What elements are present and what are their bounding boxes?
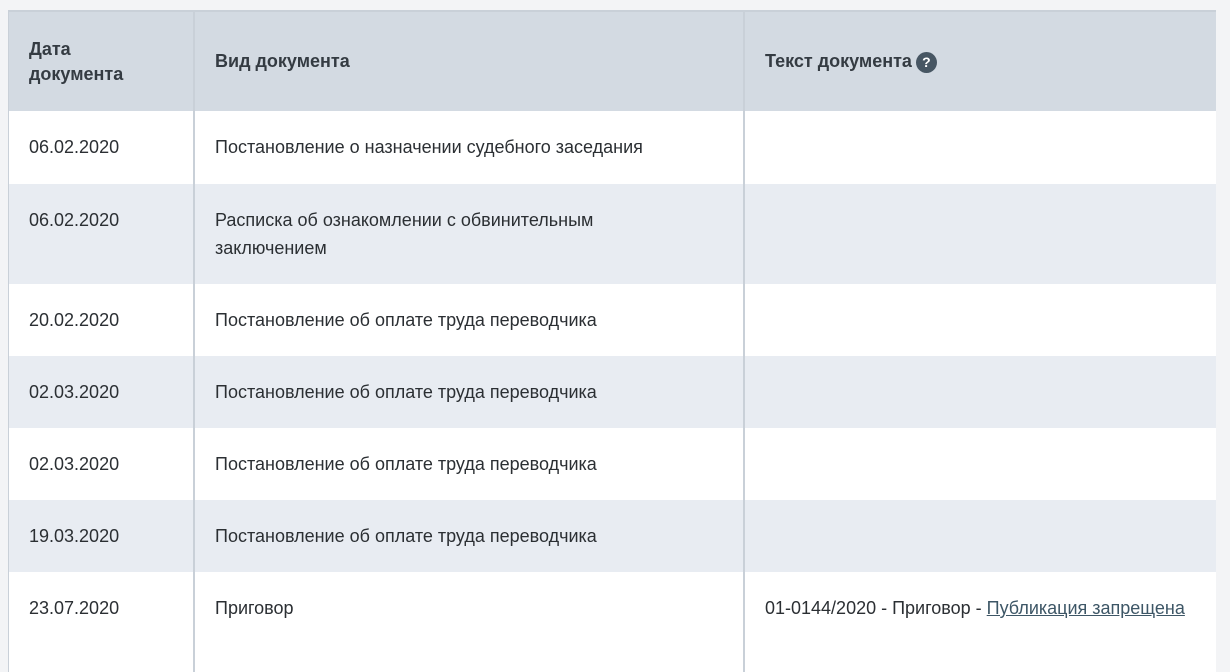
table-row: 06.02.2020 Постановление о назначении суд… (9, 111, 1216, 184)
date-cell: 23.07.2020 (29, 598, 120, 618)
help-icon[interactable]: ? (915, 51, 937, 73)
table-header: Дата документа Вид документа Текст докум… (9, 12, 1216, 111)
table-row: 06.02.2020 Расписка об ознакомлении с обв… (9, 184, 1216, 284)
date-cell: 02.03.2020 (9, 356, 194, 428)
documents-table: Дата документа Вид документа Текст докум… (8, 10, 1216, 672)
table-row: 02.03.2020 Постановление об оплате труда … (9, 428, 1216, 500)
text-cell (743, 356, 1216, 428)
type-cell: Постановление об оплате труда переводчик… (193, 356, 744, 428)
type-cell: Постановление об оплате труда переводчик… (193, 284, 744, 356)
text-cell (743, 111, 1216, 184)
header-text: Текст документа? (743, 12, 1216, 111)
text-cell (743, 184, 1216, 284)
date-cell: 19.03.2020 (9, 500, 194, 572)
type-cell: Приговор (193, 572, 744, 672)
document-text: 01-0144/2020 - Приговор - (765, 598, 987, 618)
type-cell: Постановление о назначении судебного зас… (193, 111, 744, 184)
text-cell: 01-0144/2020 - Приговор - Публикация зап… (743, 572, 1216, 672)
date-cell: 06.02.2020 (29, 137, 120, 157)
table-row: 19.03.2020 Постановление об оплате труда … (9, 500, 1216, 572)
text-cell (743, 284, 1216, 356)
date-cell: 06.02.2020 (9, 184, 194, 284)
date-cell: 02.03.2020 (29, 454, 120, 474)
publication-link[interactable]: Публикация запрещена (986, 598, 1185, 618)
table-row: 20.02.2020 Постановление об оплате труда … (9, 284, 1216, 356)
type-cell: Постановление об оплате труда переводчик… (193, 428, 744, 500)
header-type: Вид документа (193, 12, 744, 111)
header-date: Дата документа (9, 12, 194, 111)
type-cell: Постановление об оплате труда переводчик… (193, 500, 744, 572)
text-cell (743, 500, 1216, 572)
type-cell: Расписка об ознакомлении с обвинительным… (193, 184, 744, 284)
table-row: 02.03.2020 Постановление об оплате труда … (9, 356, 1216, 428)
table-row: 23.07.2020 Приговор 01-0144/2020 - Пригово… (9, 572, 1216, 672)
date-cell: 20.02.2020 (29, 310, 120, 330)
text-cell (743, 428, 1216, 500)
